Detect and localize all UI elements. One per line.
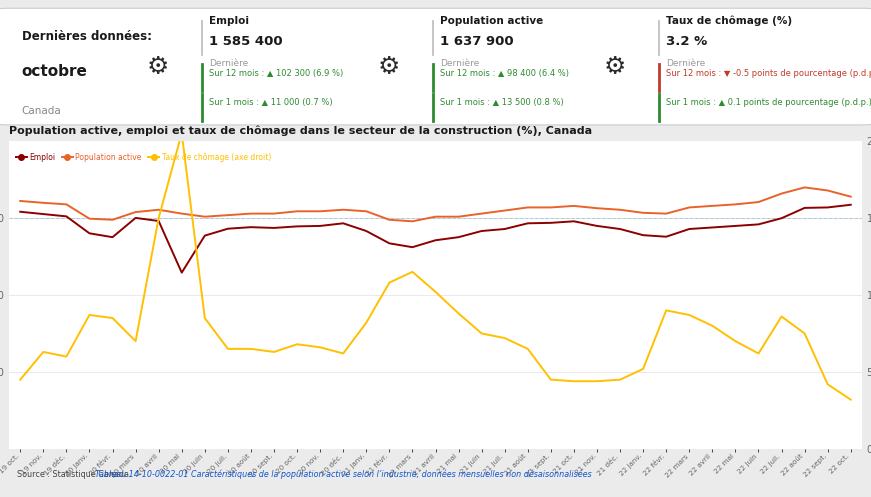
Text: Dernière: Dernière: [209, 59, 248, 68]
Text: 3.2 %: 3.2 %: [666, 35, 707, 48]
Text: Dernière: Dernière: [666, 59, 706, 68]
Text: Dernières données:: Dernières données:: [22, 30, 152, 43]
Text: ⚙: ⚙: [147, 55, 169, 79]
Text: Sur 12 mois : ▲ 102 300 (6.9 %): Sur 12 mois : ▲ 102 300 (6.9 %): [209, 69, 343, 78]
Text: Tableau 14-10-0022-01 Caractéristiques de la population active selon l’industrie: Tableau 14-10-0022-01 Caractéristiques d…: [95, 470, 592, 479]
FancyBboxPatch shape: [0, 8, 871, 125]
Legend: Emploi, Population active, Taux de chômage (axe droit): Emploi, Population active, Taux de chôma…: [12, 149, 274, 165]
Text: Source : Statistique Canada.: Source : Statistique Canada.: [17, 470, 134, 479]
Text: Taux de chômage (%): Taux de chômage (%): [666, 15, 792, 26]
Text: Population active, emploi et taux de chômage dans le secteur de la construction : Population active, emploi et taux de chô…: [9, 125, 591, 136]
Text: Dernière: Dernière: [440, 59, 479, 68]
Text: Sur 12 mois : ▲ 98 400 (6.4 %): Sur 12 mois : ▲ 98 400 (6.4 %): [440, 69, 569, 78]
Text: Canada: Canada: [22, 106, 61, 116]
Text: Population active: Population active: [440, 15, 543, 26]
Text: Sur 1 mois : ▲ 13 500 (0.8 %): Sur 1 mois : ▲ 13 500 (0.8 %): [440, 98, 564, 107]
Text: ⚙: ⚙: [377, 55, 400, 79]
Text: Sur 1 mois : ▲ 11 000 (0.7 %): Sur 1 mois : ▲ 11 000 (0.7 %): [209, 98, 333, 107]
Text: 1 637 900: 1 637 900: [440, 35, 513, 48]
Text: Emploi: Emploi: [209, 15, 249, 26]
Text: Sur 1 mois : ▲ 0.1 points de pourcentage (p.d.p.): Sur 1 mois : ▲ 0.1 points de pourcentage…: [666, 98, 871, 107]
Text: octobre: octobre: [22, 64, 87, 80]
Text: Sur 12 mois : ▼ -0.5 points de pourcentage (p.d.p.): Sur 12 mois : ▼ -0.5 points de pourcenta…: [666, 69, 871, 78]
Text: 1 585 400: 1 585 400: [209, 35, 283, 48]
Text: ⚙: ⚙: [604, 55, 626, 79]
